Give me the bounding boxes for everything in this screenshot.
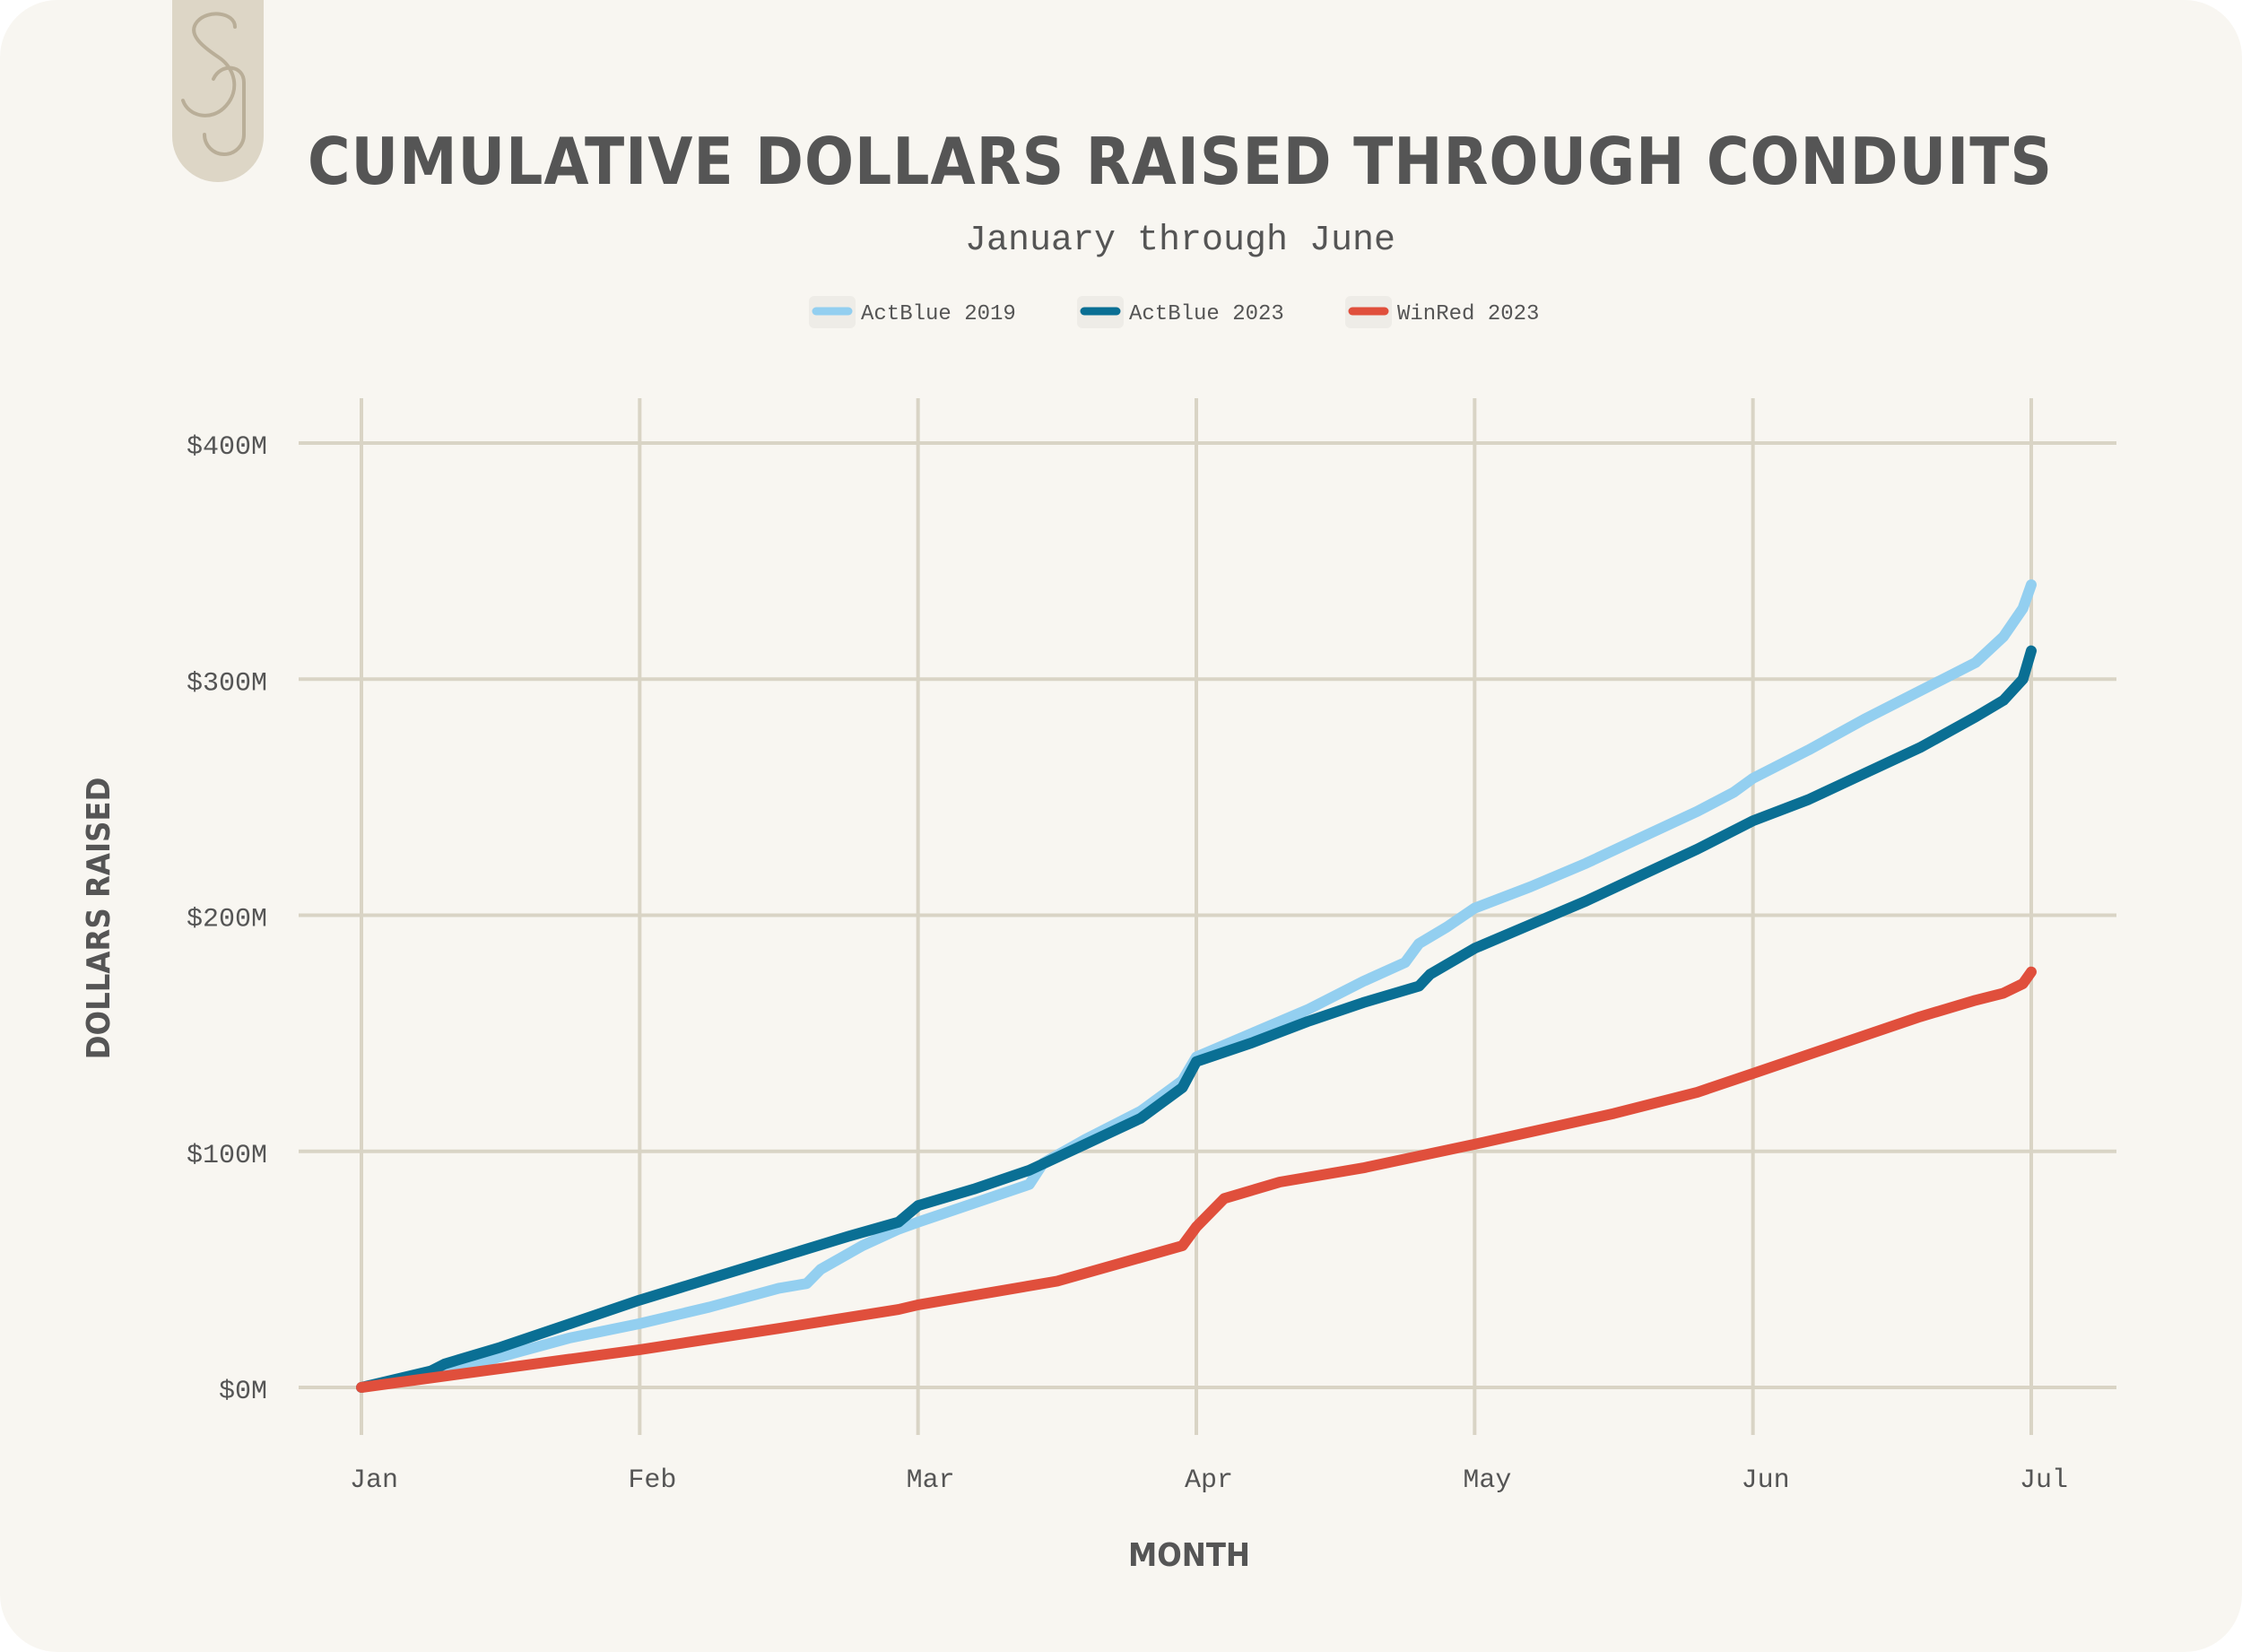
legend-label-winred-2023: WinRed 2023 bbox=[1397, 302, 1539, 326]
monogram-logo-icon bbox=[172, 0, 264, 182]
y-axis-label: DOLLARS RAISED bbox=[81, 778, 117, 1060]
series-lines bbox=[356, 579, 2037, 1393]
x-tick-label: May bbox=[1463, 1465, 1511, 1496]
series-line-actblue-2023 bbox=[356, 645, 2037, 1393]
y-tick-label: $100M bbox=[187, 1141, 267, 1171]
x-tick-label: Jan bbox=[350, 1465, 398, 1496]
x-tick-label: Mar bbox=[907, 1465, 955, 1496]
x-axis-ticks: Jan Feb Mar Apr May Jun Jul bbox=[350, 1465, 2068, 1496]
legend-item-actblue-2023: ActBlue 2023 bbox=[1077, 296, 1284, 328]
legend-item-winred-2023: WinRed 2023 bbox=[1345, 296, 1539, 328]
y-tick-label: $400M bbox=[187, 432, 267, 463]
x-axis-label: MONTH bbox=[1128, 1537, 1250, 1574]
chart-subtitle: January through June bbox=[965, 221, 1395, 261]
series-line-actblue-2019 bbox=[356, 579, 2037, 1393]
grid bbox=[299, 398, 2116, 1435]
y-axis-ticks: $0M $100M $200M $300M $400M bbox=[187, 432, 267, 1407]
x-tick-label: Jul bbox=[2020, 1465, 2068, 1496]
y-tick-label: $300M bbox=[187, 668, 267, 699]
legend-label-actblue-2019: ActBlue 2019 bbox=[861, 302, 1016, 326]
legend-item-actblue-2019: ActBlue 2019 bbox=[809, 296, 1016, 328]
legend: ActBlue 2019 ActBlue 2023 WinRed 2023 bbox=[809, 296, 1539, 328]
x-tick-label: Jun bbox=[1742, 1465, 1790, 1496]
legend-label-actblue-2023: ActBlue 2023 bbox=[1129, 302, 1284, 326]
y-tick-label: $0M bbox=[219, 1377, 267, 1407]
y-tick-label: $200M bbox=[187, 905, 267, 935]
chart-title: CUMULATIVE DOLLARS RAISED THROUGH CONDUI… bbox=[308, 124, 2053, 199]
x-tick-label: Apr bbox=[1185, 1465, 1233, 1496]
x-tick-label: Feb bbox=[628, 1465, 676, 1496]
series-line-winred-2023 bbox=[356, 966, 2037, 1393]
